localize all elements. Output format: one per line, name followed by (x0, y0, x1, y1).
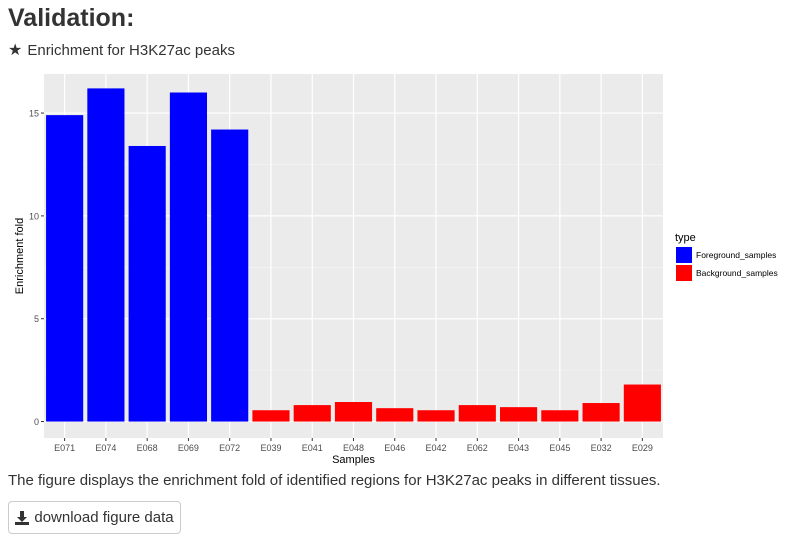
y-tick-label: 10 (29, 211, 39, 221)
bar-e071 (46, 115, 84, 422)
x-tick-label: E042 (426, 443, 447, 453)
subtitle-text: Enrichment for H3K27ac peaks (27, 42, 235, 59)
bar-e032 (582, 403, 620, 422)
bar-e068 (128, 145, 166, 422)
x-tick-label: E041 (302, 443, 323, 453)
legend-title: type (675, 232, 696, 244)
download-icon (15, 510, 30, 525)
bar-e043 (499, 407, 538, 422)
y-tick-label: 5 (34, 314, 39, 324)
x-tick-label: E068 (137, 443, 158, 453)
bar-e048 (334, 402, 373, 422)
bar-e062 (458, 405, 496, 422)
x-tick-label: E062 (467, 443, 488, 453)
bar-e072 (211, 129, 249, 422)
x-tick-label: E072 (219, 443, 240, 453)
bar-e069 (169, 92, 208, 422)
bar-e042 (417, 410, 455, 422)
bar-e029 (623, 384, 661, 422)
enrichment-bar-chart: 0 5 10 15 E071 E074 E068 E069 E072 E039 E041 E048 E0… (14, 74, 778, 466)
bar-e045 (541, 410, 579, 422)
page-title: Validation: (8, 4, 135, 32)
bar-e074 (87, 88, 125, 422)
x-tick-label: E032 (591, 443, 612, 453)
y-axis-title: Enrichment fold (14, 218, 26, 294)
x-tick-label: E039 (260, 443, 281, 453)
download-figure-data-button[interactable]: download figure data (8, 501, 181, 534)
star-icon: ★ (8, 41, 23, 59)
legend-key-background-samples (676, 265, 692, 281)
x-tick-label: E069 (178, 443, 199, 453)
download-label: download figure data (34, 509, 174, 526)
figure-caption: The figure displays the enrichment fold … (8, 472, 661, 489)
bar-e046 (376, 408, 414, 422)
y-tick-label: 0 (34, 417, 39, 427)
x-tick-label: E071 (54, 443, 75, 453)
x-tick-label: E029 (632, 443, 653, 453)
bar-e039 (252, 410, 290, 422)
legend-label: Foreground_samples (696, 250, 776, 260)
x-tick-label: E046 (384, 443, 405, 453)
x-axis-title: Samples (332, 454, 375, 466)
x-tick-label: E043 (508, 443, 529, 453)
x-tick-label: E048 (343, 443, 364, 453)
legend-label: Background_samples (696, 268, 778, 278)
x-tick-label: E074 (95, 443, 116, 453)
x-tick-label: E045 (549, 443, 570, 453)
bar-e041 (293, 405, 331, 422)
y-tick-label: 15 (29, 109, 39, 119)
legend-key-foreground-samples (676, 247, 692, 263)
chart-subtitle: ★ Enrichment for H3K27ac peaks (8, 42, 235, 59)
